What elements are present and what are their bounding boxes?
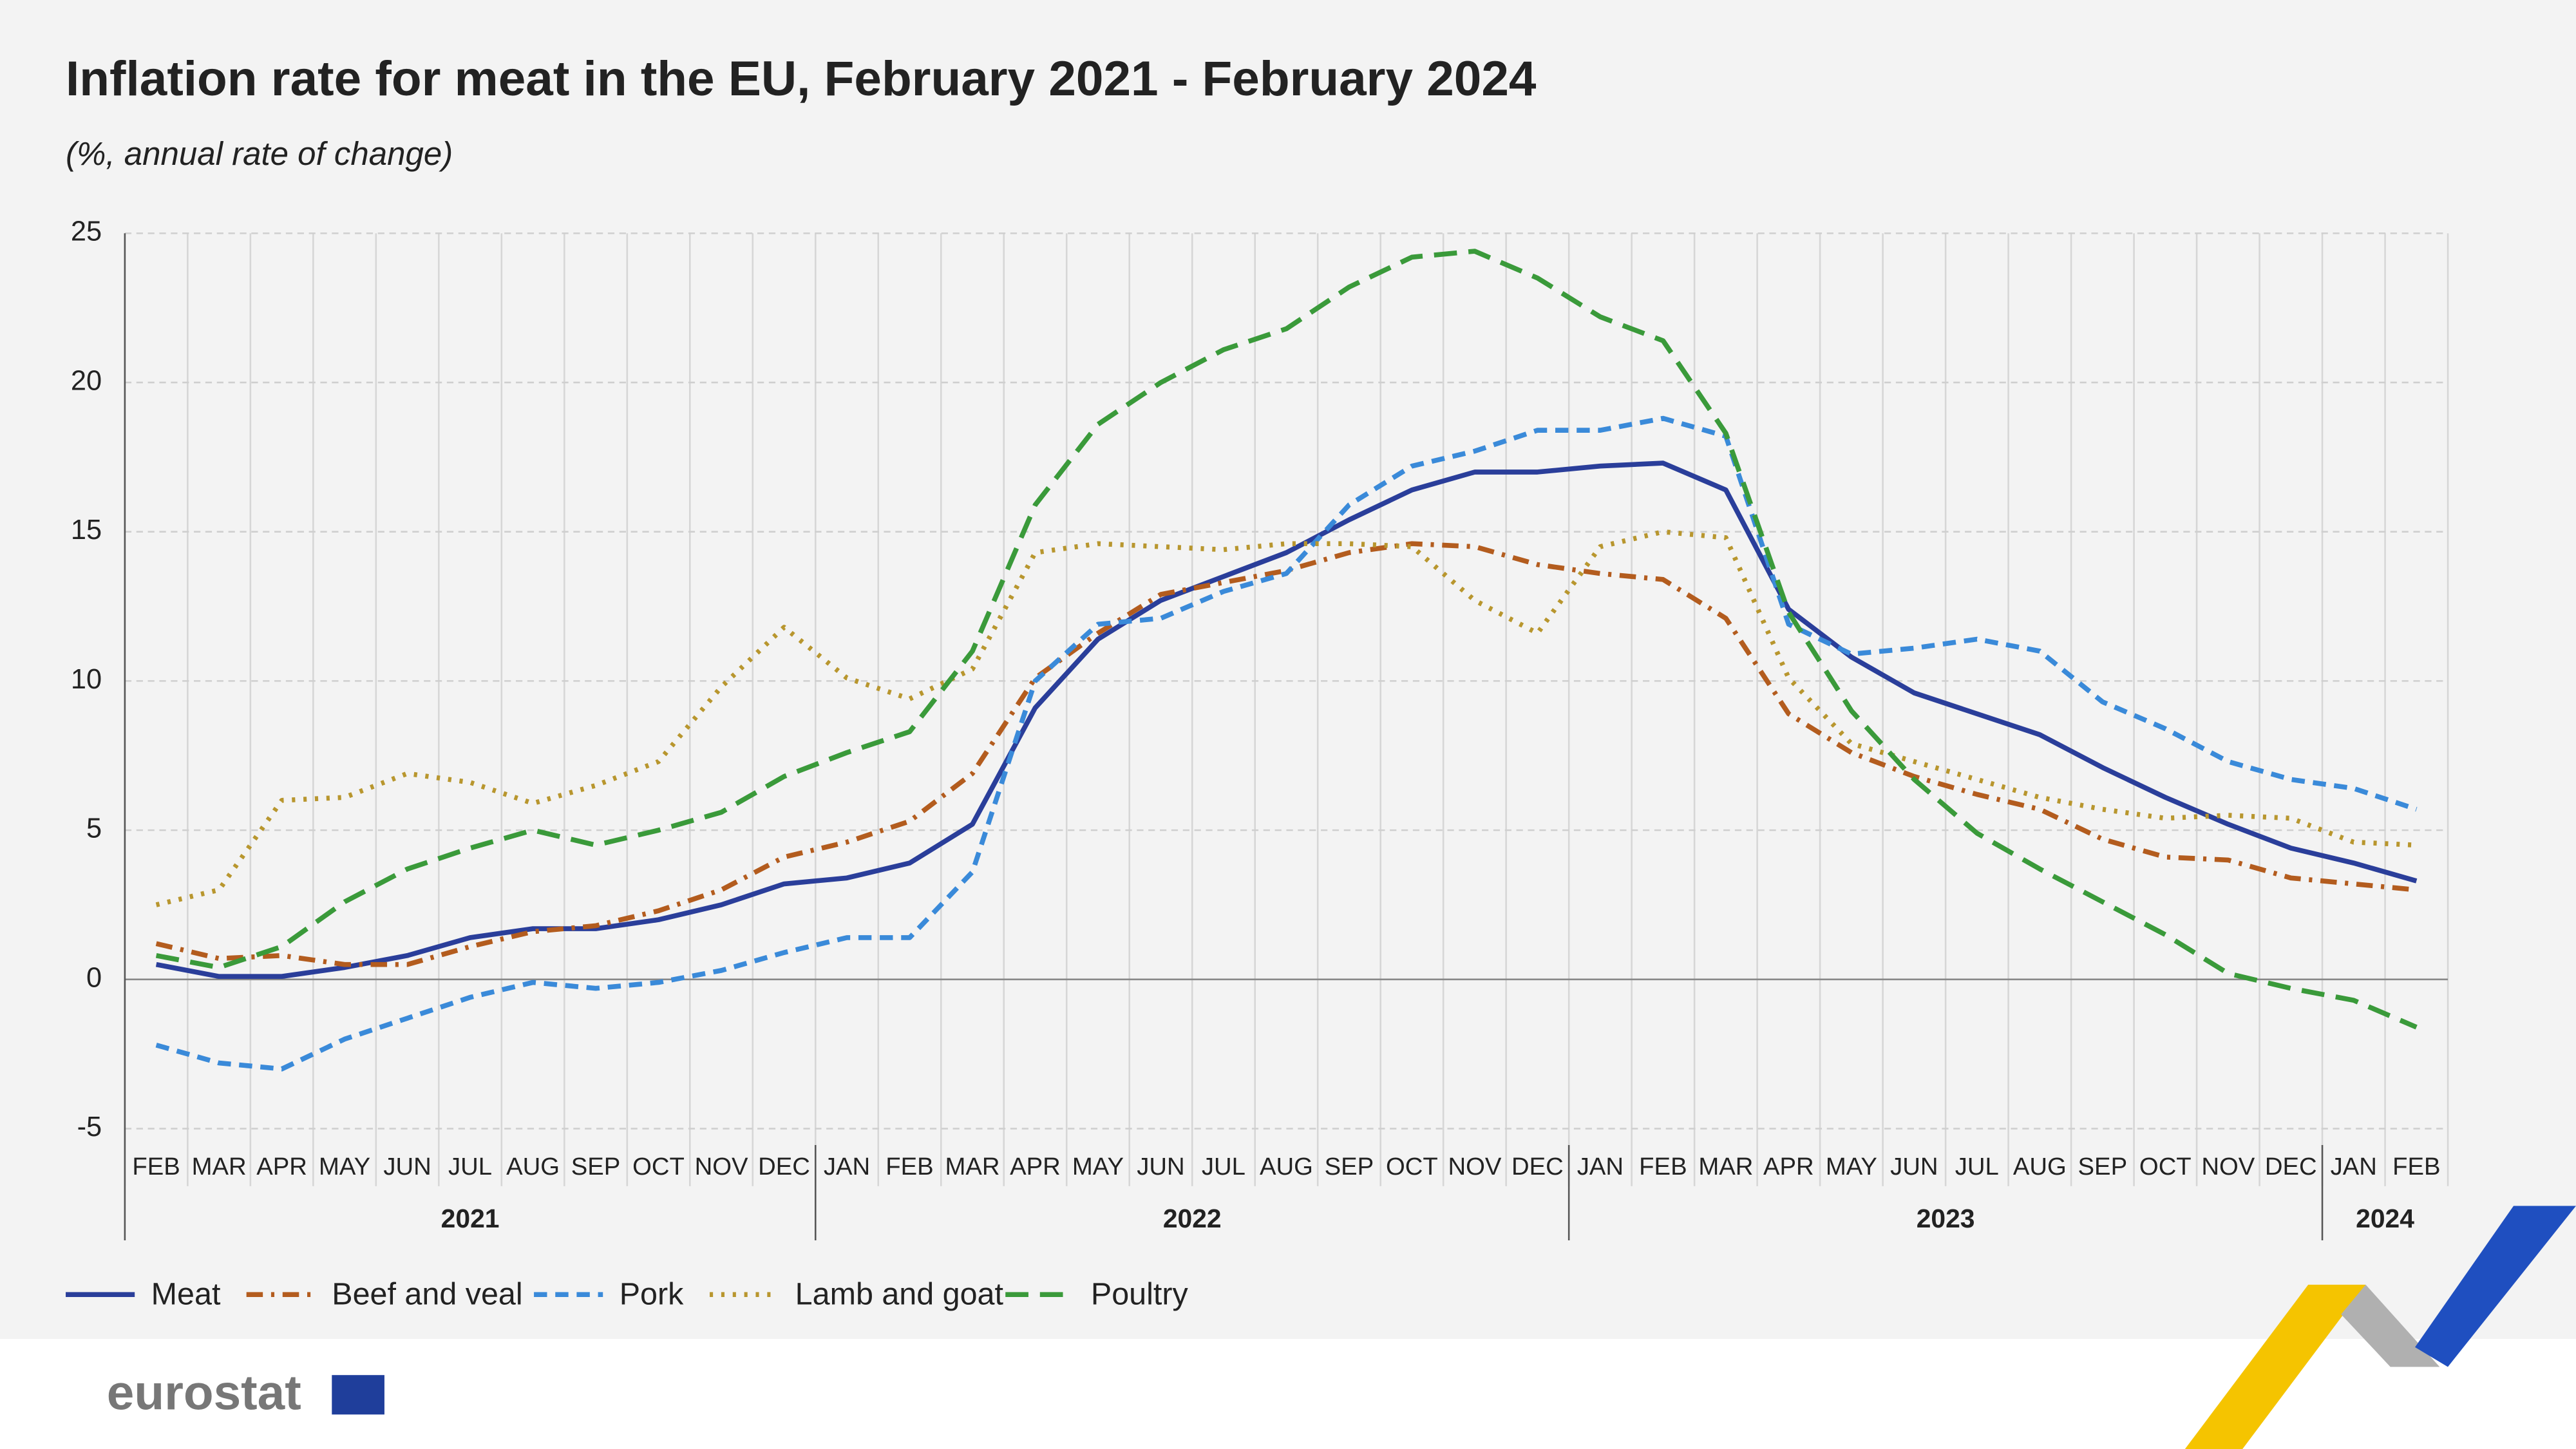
- y-tick-label: 10: [71, 664, 102, 695]
- x-tick-label: DEC: [2265, 1153, 2317, 1180]
- year-label: 2024: [2356, 1204, 2414, 1233]
- x-tick-label: DEC: [758, 1153, 810, 1180]
- x-tick-label: JUL: [448, 1153, 492, 1180]
- y-tick-label: 15: [71, 515, 102, 545]
- decor-blue: [2415, 1206, 2576, 1367]
- legend-label: Lamb and goat: [795, 1277, 1004, 1312]
- x-tick-label: SEP: [2078, 1153, 2128, 1180]
- x-tick-label: JAN: [824, 1153, 870, 1180]
- logo-text: eurostat: [107, 1366, 301, 1421]
- x-tick-label: MAY: [1826, 1153, 1877, 1180]
- x-tick-label: AUG: [2013, 1153, 2067, 1180]
- x-tick-label: NOV: [1448, 1153, 1501, 1180]
- y-tick-label: -5: [77, 1112, 102, 1142]
- x-tick-label: FEB: [1639, 1153, 1687, 1180]
- background: [0, 0, 2576, 1340]
- x-tick-label: MAR: [1698, 1153, 1753, 1180]
- year-label: 2021: [441, 1204, 500, 1233]
- x-tick-label: OCT: [2139, 1153, 2192, 1180]
- y-tick-label: 5: [86, 813, 102, 844]
- y-tick-label: 0: [86, 962, 102, 993]
- x-tick-label: JUL: [1202, 1153, 1245, 1180]
- chart-title: Inflation rate for meat in the EU, Febru…: [66, 52, 1537, 106]
- decor-yellow: [2184, 1284, 2366, 1449]
- x-tick-label: NOV: [695, 1153, 748, 1180]
- x-tick-label: MAR: [945, 1153, 999, 1180]
- x-tick-label: FEB: [132, 1153, 180, 1180]
- x-tick-label: MAY: [319, 1153, 370, 1180]
- series-line: [155, 460, 2418, 980]
- y-tick-label: 25: [71, 216, 102, 247]
- year-label: 2023: [1917, 1204, 1975, 1233]
- x-tick-label: MAR: [192, 1153, 247, 1180]
- x-tick-label: AUG: [1260, 1153, 1313, 1180]
- legend-label: Pork: [620, 1277, 684, 1312]
- x-tick-label: JUN: [383, 1153, 431, 1180]
- legend-label: Beef and veal: [332, 1277, 522, 1312]
- x-tick-label: JAN: [1577, 1153, 1624, 1180]
- x-tick-label: JUL: [1955, 1153, 1999, 1180]
- legend-label: Poultry: [1091, 1277, 1189, 1312]
- x-tick-label: APR: [256, 1153, 307, 1180]
- x-tick-label: DEC: [1511, 1153, 1564, 1180]
- x-tick-label: APR: [1010, 1153, 1061, 1180]
- year-label: 2022: [1163, 1204, 1222, 1233]
- x-tick-label: JUN: [1137, 1153, 1184, 1180]
- x-tick-label: SEP: [571, 1153, 621, 1180]
- chart-subtitle: (%, annual rate of change): [66, 135, 453, 172]
- eu-flag: [332, 1375, 384, 1415]
- x-tick-label: SEP: [1325, 1153, 1374, 1180]
- x-tick-label: FEB: [886, 1153, 933, 1180]
- decor-gray: [2341, 1284, 2440, 1367]
- x-tick-label: OCT: [632, 1153, 685, 1180]
- series-line: [155, 415, 2418, 1072]
- x-tick-label: NOV: [2201, 1153, 2255, 1180]
- x-tick-label: AUG: [506, 1153, 560, 1180]
- y-tick-label: 20: [71, 365, 102, 396]
- series-line: [155, 249, 2418, 1030]
- x-tick-label: JUN: [1890, 1153, 1938, 1180]
- x-tick-label: FEB: [2392, 1153, 2440, 1180]
- x-tick-label: JAN: [2331, 1153, 2377, 1180]
- x-tick-label: MAY: [1072, 1153, 1124, 1180]
- legend-label: Meat: [151, 1277, 221, 1312]
- x-tick-label: APR: [1763, 1153, 1814, 1180]
- x-tick-label: OCT: [1386, 1153, 1438, 1180]
